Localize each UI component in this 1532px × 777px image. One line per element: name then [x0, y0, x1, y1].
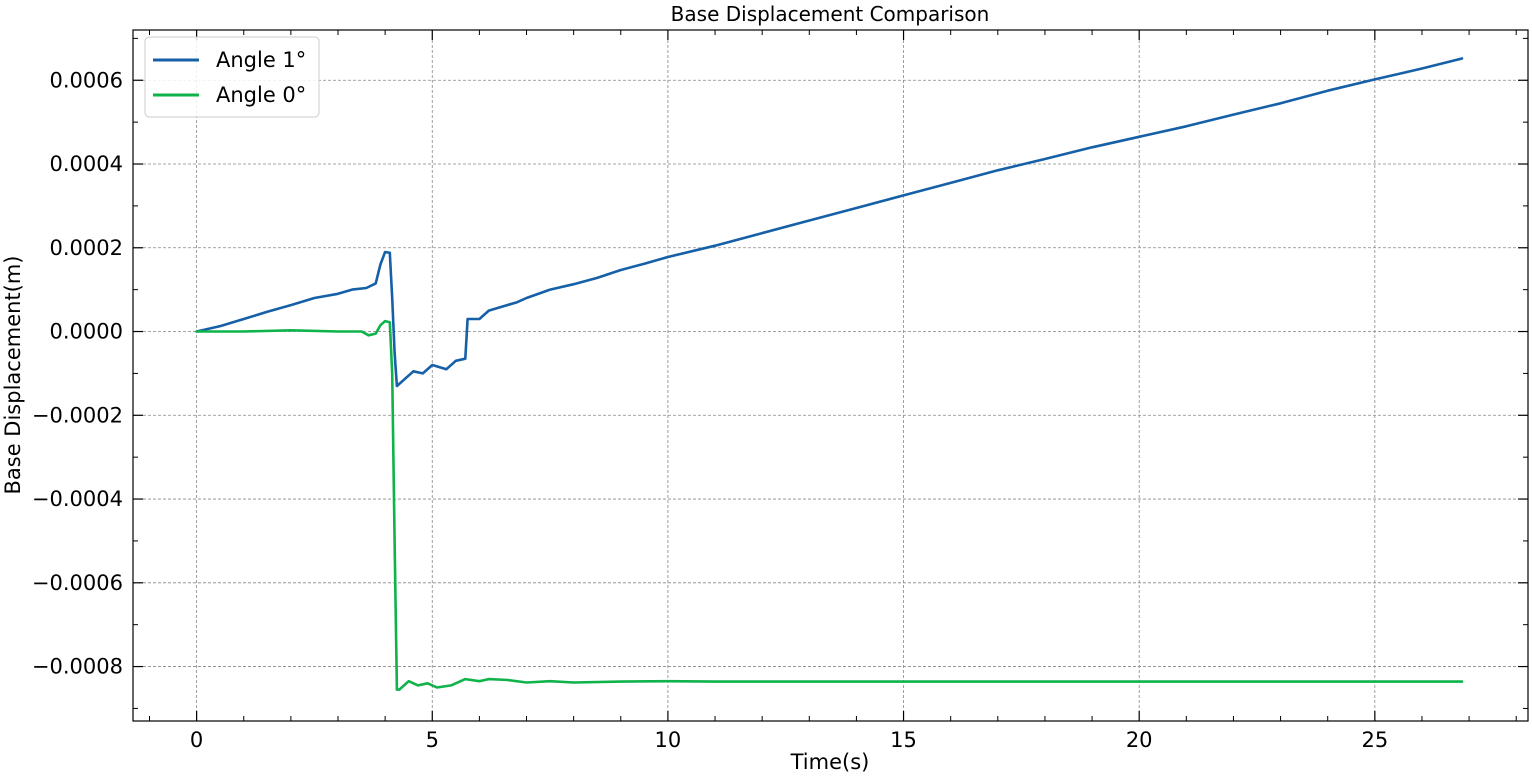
plot-frame: [132, 29, 1529, 722]
x-tick-label: 0: [190, 728, 203, 752]
series-line-0: [195, 57, 1464, 388]
y-tick-label: −0.0008: [32, 655, 123, 679]
y-tick-label: 0.0002: [50, 236, 123, 260]
x-tick-label: 5: [426, 728, 439, 752]
x-tick-label: 25: [1361, 728, 1388, 752]
y-tick-label: −0.0002: [32, 403, 123, 427]
series-lines: [195, 57, 1464, 691]
minor-ticks: [133, 30, 1528, 721]
y-tick-label: 0.0006: [50, 68, 123, 92]
y-axis-label: Base Displacement(m): [1, 255, 25, 494]
series-line-1: [195, 319, 1464, 691]
legend-label-angle-1: Angle 1°: [216, 48, 306, 72]
grid: [133, 30, 1528, 721]
x-tick-label: 15: [890, 728, 917, 752]
tick-labels: 0 5 10 15 20 25 −0.0008 −0.0006 −0.0004 −0.0002 0.…: [32, 68, 1388, 752]
y-tick-label: 0.0004: [50, 152, 123, 176]
x-tick-label: 20: [1126, 728, 1153, 752]
legend: Angle 1° Angle 0°: [144, 36, 320, 118]
y-tick-label: 0.0000: [50, 320, 123, 344]
legend-box: [144, 36, 320, 118]
x-tick-label: 10: [655, 728, 682, 752]
chart-title: Base Displacement Comparison: [671, 2, 990, 26]
y-tick-label: −0.0006: [32, 571, 123, 595]
y-tick-label: −0.0004: [32, 487, 123, 511]
legend-label-angle-0: Angle 0°: [216, 83, 306, 107]
x-axis-label: Time(s): [790, 750, 870, 774]
axis-ticks: [133, 30, 1528, 721]
